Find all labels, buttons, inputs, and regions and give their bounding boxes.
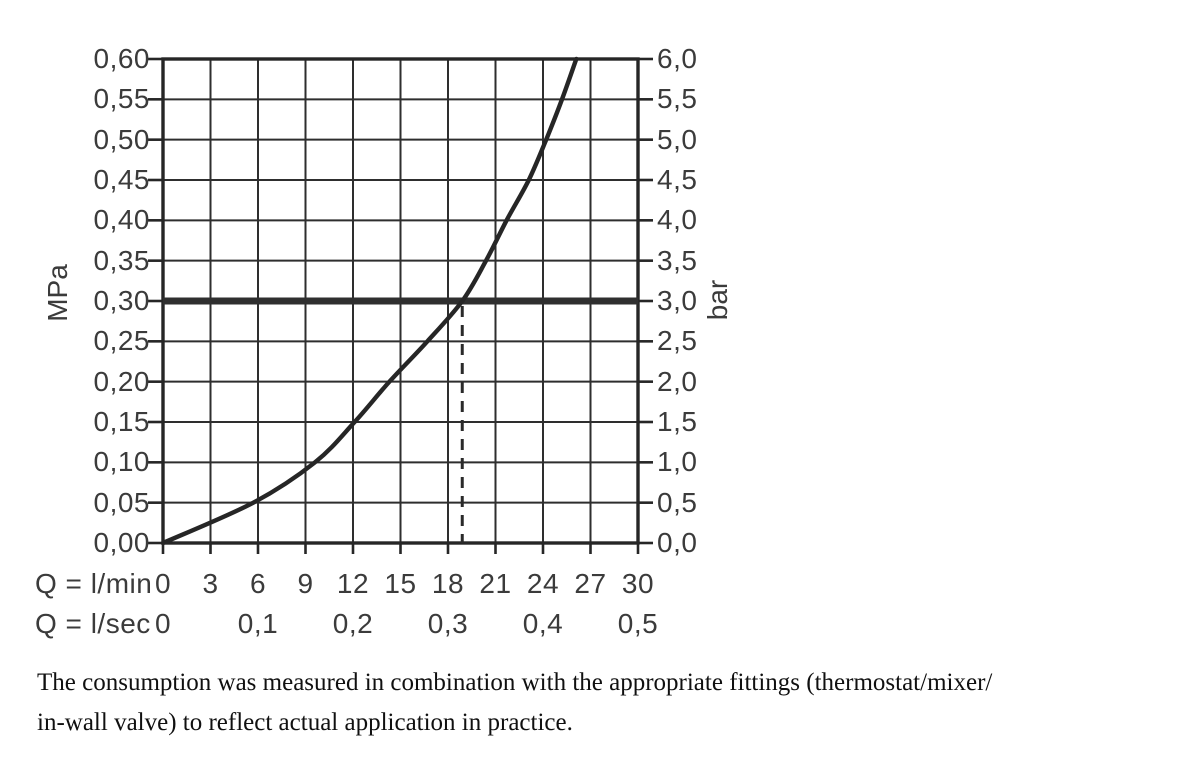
y-left-tick-label: 0,40 [93,204,150,236]
y-left-tick-label: 0,05 [93,486,150,518]
footer-note-line-2: in-wall valve) to reflect actual applica… [37,709,573,736]
y-left-tick-label: 0,55 [93,83,150,115]
y-right-tick-label: 1,0 [657,446,698,478]
y-left-unit-label-mpa: MPa [42,264,73,322]
x-lmin-tick-label: 24 [526,568,560,599]
y-right-tick-label: 5,0 [657,123,698,155]
y-right-tick-label: 0,5 [657,486,698,518]
x-lmin-tick-label: 27 [574,568,607,599]
y-left-tick-label: 0,30 [93,285,150,316]
y-left-tick-label: 0,10 [93,446,150,478]
y-left-tick-label: 0,25 [93,325,150,357]
x-lmin-tick-label: 21 [479,568,512,599]
y-right-tick-label: 2,5 [657,325,698,357]
x-lmin-tick-label: 18 [431,568,465,599]
y-right-tick-label: 6,0 [657,43,698,74]
x-lmin-tick-label: 9 [297,568,314,599]
x-lmin-tick-label: 6 [249,568,267,599]
y-right-tick-label: 4,5 [657,164,698,195]
y-left-tick-label: 0,50 [93,123,150,155]
y-left-tick-label: 0,45 [93,164,150,195]
y-left-tick-label: 0,00 [93,527,150,558]
flow-pressure-chart-canvas [148,56,653,554]
x-lsec-tick-label: 0,3 [427,608,469,639]
x-lmin-tick-label: 0 [154,568,172,599]
y-right-tick-label: 1,5 [657,406,698,437]
y-right-tick-label: 0,0 [657,527,698,558]
x-lmin-tick-label: 15 [384,568,417,599]
y-left-tick-label: 0,60 [93,43,150,74]
x-lsec-tick-label: 0,2 [332,608,374,639]
y-left-tick-label: 0,20 [93,365,150,397]
x-lsec-tick-label: 0 [154,608,172,639]
y-right-tick-label: 3,5 [657,244,698,276]
y-right-tick-label: 4,0 [657,204,698,236]
x-axis-caption-lmin: Q = l/min [35,568,153,599]
footer-note-line-1: The consumption was measured in combinat… [37,669,993,696]
x-axis-caption-lsec: Q = l/sec [35,608,151,639]
y-right-tick-label: 2,0 [657,365,698,397]
y-left-tick-label: 0,15 [93,406,150,437]
y-right-tick-label: 5,5 [657,83,698,115]
y-right-tick-label: 3,0 [657,285,698,316]
flow-rate-curve [160,56,579,546]
footer-note: The consumption was measured in combinat… [37,663,1177,743]
x-lmin-tick-label: 30 [621,568,655,599]
y-left-tick-label: 0,35 [93,244,150,276]
x-lmin-tick-label: 3 [202,568,219,599]
y-right-unit-label-bar: bar [702,279,733,321]
x-lsec-tick-label: 0,4 [522,608,564,639]
x-lsec-tick-label: 0,5 [617,608,659,639]
x-lsec-tick-label: 0,1 [237,608,279,639]
x-lmin-tick-label: 12 [336,568,370,599]
